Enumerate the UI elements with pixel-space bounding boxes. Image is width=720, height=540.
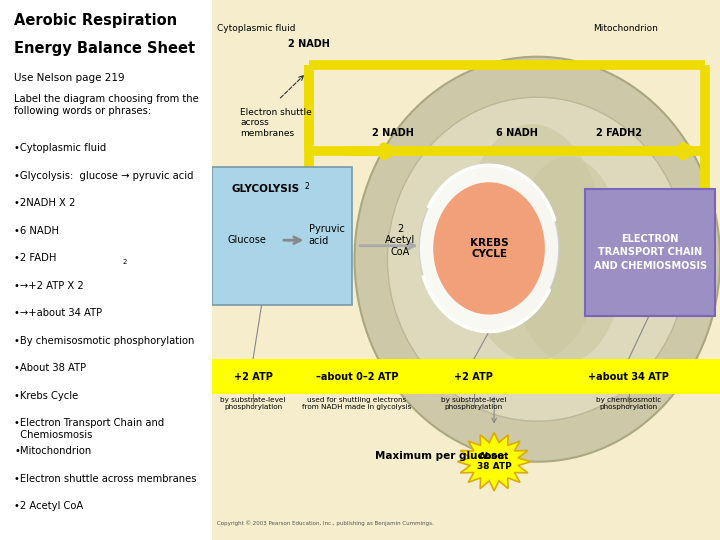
Ellipse shape — [419, 165, 559, 332]
Text: •About 38 ATP: •About 38 ATP — [14, 363, 86, 374]
Text: by chemisosmotic
phosphorylation: by chemisosmotic phosphorylation — [596, 397, 661, 410]
Text: Label the diagram choosing from the
following words or phrases:: Label the diagram choosing from the foll… — [14, 94, 199, 116]
FancyBboxPatch shape — [585, 189, 715, 316]
Text: •6 NADH: •6 NADH — [14, 226, 59, 236]
Text: by substrate-level
phosphorylation: by substrate-level phosphorylation — [220, 397, 286, 410]
Text: used for shuttling electrons
from NADH made in glycolysis: used for shuttling electrons from NADH m… — [302, 397, 412, 410]
Text: •By chemisosmotic phosphorylation: •By chemisosmotic phosphorylation — [14, 336, 194, 346]
Text: +about 34 ATP: +about 34 ATP — [588, 372, 669, 382]
Text: +2 ATP: +2 ATP — [454, 372, 493, 382]
Text: –about 0–2 ATP: –about 0–2 ATP — [316, 372, 398, 382]
Text: •Electron Transport Chain and
  Chemiosmosis: •Electron Transport Chain and Chemiosmos… — [14, 418, 164, 440]
Ellipse shape — [512, 157, 624, 362]
Ellipse shape — [433, 183, 545, 314]
Text: •Glycolysis:  glucose → pyruvic acid: •Glycolysis: glucose → pyruvic acid — [14, 171, 194, 181]
Text: About
38 ATP: About 38 ATP — [477, 452, 511, 471]
Text: GLYCOLYSIS: GLYCOLYSIS — [232, 184, 300, 194]
Text: Use Nelson page 219: Use Nelson page 219 — [14, 73, 125, 83]
Text: •→+about 34 ATP: •→+about 34 ATP — [14, 308, 102, 319]
Text: 2 NADH: 2 NADH — [288, 38, 330, 49]
Text: •2NADH X 2: •2NADH X 2 — [14, 198, 76, 208]
Text: Aerobic Respiration: Aerobic Respiration — [14, 14, 177, 29]
Text: •Electron shuttle across membranes: •Electron shuttle across membranes — [14, 474, 197, 484]
Text: Mitochondrion: Mitochondrion — [593, 24, 658, 33]
Text: 2 NADH: 2 NADH — [372, 127, 413, 138]
Text: Copyright © 2003 Pearson Education, Inc., publishing as Benjamin Cummings.: Copyright © 2003 Pearson Education, Inc.… — [217, 521, 434, 526]
Text: Electron shuttle
across
membranes: Electron shuttle across membranes — [240, 108, 312, 138]
Text: 2 FADH2: 2 FADH2 — [595, 127, 642, 138]
Text: •Krebs Cycle: •Krebs Cycle — [14, 391, 78, 401]
Text: KREBS
CYCLE: KREBS CYCLE — [469, 238, 508, 259]
Text: by substrate-level
phosphorylation: by substrate-level phosphorylation — [441, 397, 506, 410]
Text: •Mitochondrion: •Mitochondrion — [14, 446, 91, 456]
Text: 2: 2 — [304, 182, 309, 191]
Text: Maximum per glucose:: Maximum per glucose: — [375, 451, 508, 461]
FancyBboxPatch shape — [212, 167, 352, 305]
Ellipse shape — [354, 57, 720, 462]
Polygon shape — [458, 433, 531, 491]
Text: •2 Acetyl CoA: •2 Acetyl CoA — [14, 501, 84, 511]
Text: •Cytoplasmic fluid: •Cytoplasmic fluid — [14, 143, 107, 153]
Text: ELECTRON
TRANSPORT CHAIN
AND CHEMIOSMOSIS: ELECTRON TRANSPORT CHAIN AND CHEMIOSMOSI… — [594, 234, 707, 271]
Text: +2 ATP: +2 ATP — [233, 372, 272, 382]
Ellipse shape — [461, 124, 603, 362]
Text: Glucose: Glucose — [228, 235, 266, 245]
Text: Cytoplasmic fluid: Cytoplasmic fluid — [217, 24, 296, 33]
Text: •2 FADH: •2 FADH — [14, 253, 56, 264]
Text: 2
Acetyl
CoA: 2 Acetyl CoA — [385, 224, 415, 257]
Text: Energy Balance Sheet: Energy Balance Sheet — [14, 40, 195, 56]
Ellipse shape — [387, 97, 687, 421]
Bar — [212, 359, 720, 394]
Text: Pyruvic
acid: Pyruvic acid — [309, 224, 345, 246]
Text: 6 NADH: 6 NADH — [496, 127, 538, 138]
Text: •→+2 ATP X 2: •→+2 ATP X 2 — [14, 281, 84, 291]
Text: 2: 2 — [122, 259, 127, 265]
